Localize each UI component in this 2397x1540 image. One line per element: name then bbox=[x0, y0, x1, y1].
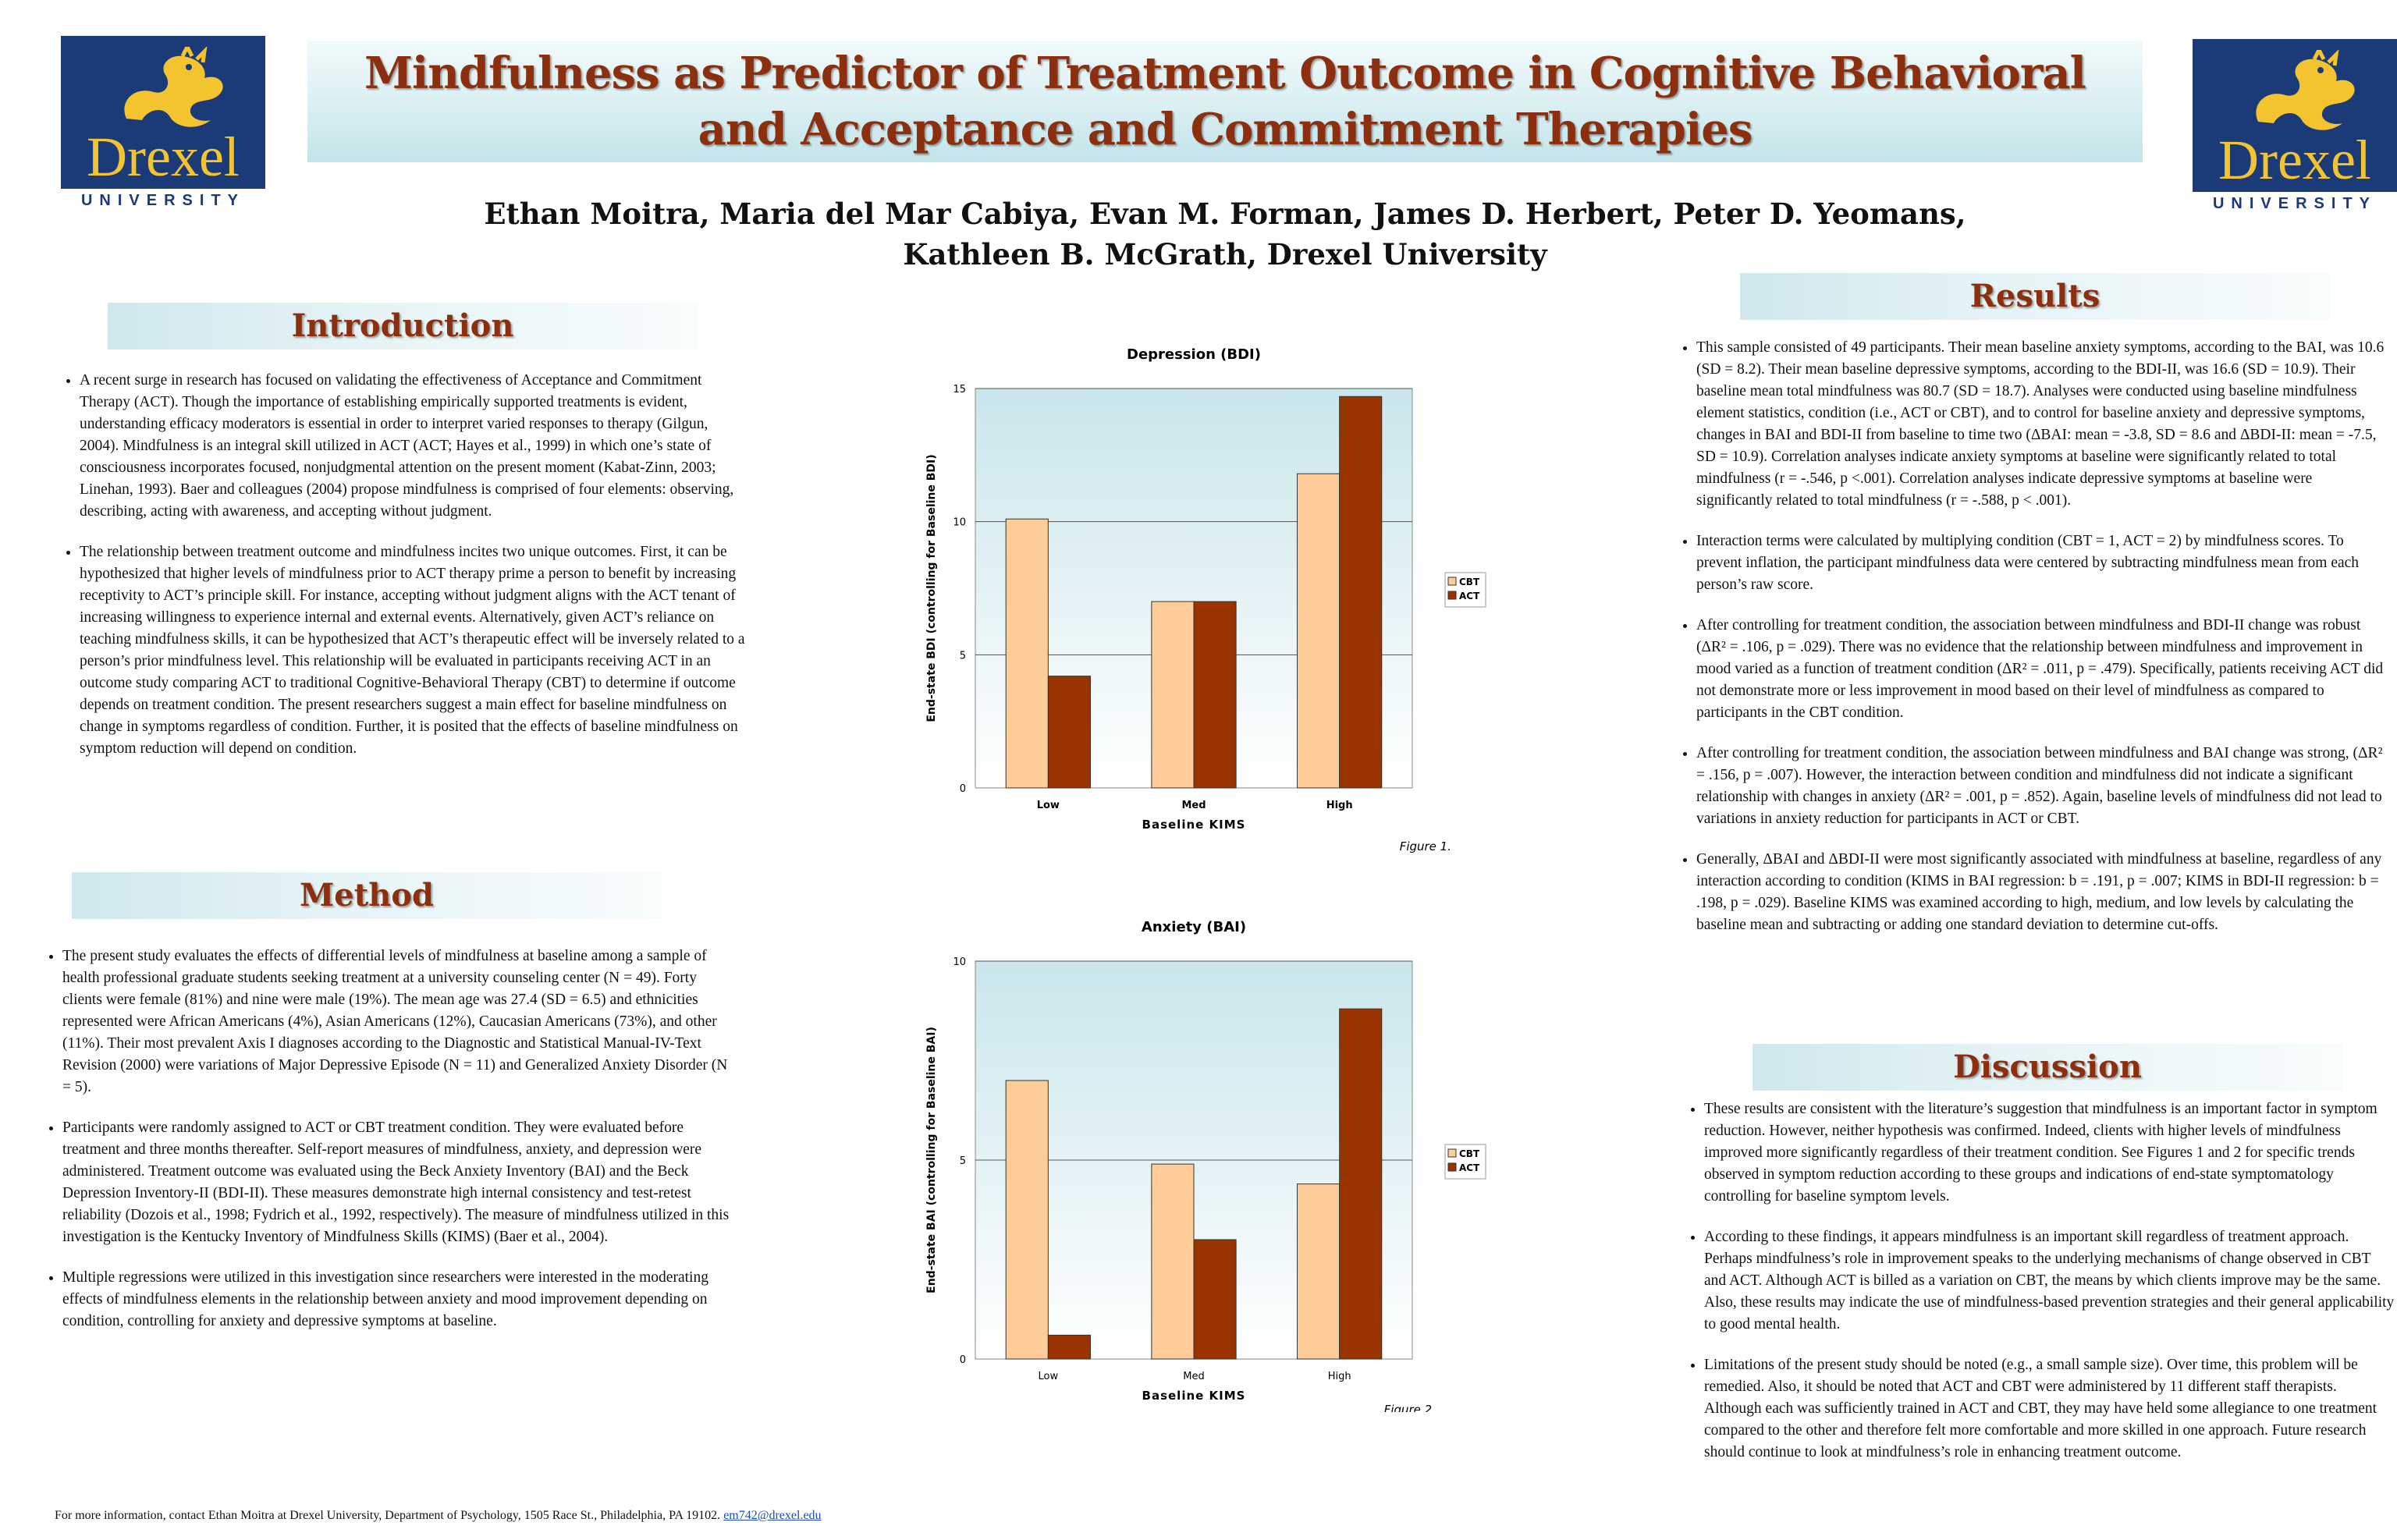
method-bullet: Multiple regressions were utilized in th… bbox=[62, 1267, 730, 1332]
results-bullet: After controlling for treatment conditio… bbox=[1696, 743, 2388, 830]
drexel-logo-left: Drexel UNIVERSITY bbox=[61, 36, 265, 217]
y-tick-label: 15 bbox=[953, 384, 966, 396]
logo-university: UNIVERSITY bbox=[80, 192, 246, 209]
x-tick-label: Low bbox=[1039, 1371, 1059, 1382]
authors-line-2: Kathleen B. McGrath, Drexel University bbox=[903, 237, 1547, 271]
figure-caption: Figure 2. bbox=[1384, 1403, 1436, 1412]
logo-university: UNIVERSITY bbox=[2212, 195, 2377, 212]
depression-bar-chart: Depression (BDI) 0 5 10 15 Low Med High Baseline… bbox=[925, 346, 1486, 853]
bar-act bbox=[1339, 396, 1383, 789]
logo-wordmark: Drexel bbox=[2218, 129, 2371, 191]
bar-act bbox=[1193, 601, 1237, 789]
footer: For more information, contact Ethan Moit… bbox=[55, 1509, 822, 1523]
discussion-bullet: Limitations of the present study should … bbox=[1704, 1354, 2395, 1464]
discussion-body: These results are consistent with the li… bbox=[1670, 1098, 2395, 1482]
x-tick-label: High bbox=[1328, 1371, 1351, 1382]
bar-act bbox=[1339, 1008, 1383, 1360]
logo-badge bbox=[61, 36, 265, 189]
discussion-bullet: These results are consistent with the li… bbox=[1704, 1098, 2395, 1208]
method-bullet: The present study evaluates the effects … bbox=[62, 946, 730, 1098]
bar-cbt bbox=[1151, 1163, 1195, 1360]
x-tick-label: Med bbox=[1183, 1371, 1204, 1382]
y-tick-label: 10 bbox=[953, 956, 966, 968]
authors-line-1: Ethan Moitra, Maria del Mar Cabiya, Evan… bbox=[484, 197, 1966, 231]
chart-title: Depression (BDI) bbox=[1127, 346, 1261, 363]
y-tick-label: 5 bbox=[960, 1155, 966, 1167]
introduction-bullet: The relationship between treatment outco… bbox=[80, 541, 748, 760]
bar-cbt bbox=[1005, 518, 1049, 789]
legend-label: ACT bbox=[1459, 591, 1480, 601]
legend-swatch bbox=[1447, 591, 1457, 600]
method-heading: Method bbox=[300, 877, 434, 914]
dragon-icon bbox=[124, 47, 223, 127]
title-banner bbox=[307, 41, 2143, 162]
bar-cbt bbox=[1297, 1183, 1341, 1360]
legend-swatch bbox=[1447, 1162, 1457, 1172]
y-tick-label: 10 bbox=[953, 517, 966, 529]
y-tick-label: 0 bbox=[960, 1354, 966, 1366]
x-axis-label: Baseline KIMS bbox=[1142, 818, 1246, 832]
poster-title-line-2: and Acceptance and Commitment Therapies bbox=[698, 104, 1753, 155]
drexel-logo-right: Drexel UNIVERSITY bbox=[2193, 39, 2397, 220]
dragon-icon bbox=[2256, 50, 2355, 130]
introduction-bullet: A recent surge in research has focused o… bbox=[80, 370, 748, 523]
anxiety-bar-chart: Anxiety (BAI) 0 5 10 Low Med High Baseline KIMS… bbox=[925, 919, 1486, 1417]
results-bullet: After controlling for treatment conditio… bbox=[1696, 615, 2388, 724]
logo-badge bbox=[2193, 39, 2397, 192]
bar-act bbox=[1047, 676, 1091, 789]
y-tick-label: 0 bbox=[960, 783, 966, 795]
x-tick-label: High bbox=[1326, 800, 1353, 811]
results-bullet: Generally, ΔBAI and ΔBDI-II were most si… bbox=[1696, 849, 2388, 936]
introduction-heading: Introduction bbox=[291, 307, 514, 344]
method-bullet: Participants were randomly assigned to A… bbox=[62, 1117, 730, 1248]
bar-cbt bbox=[1297, 473, 1341, 789]
figure-1: Depression (BDI) 0 5 10 15 Low Med High Baseline… bbox=[890, 332, 1561, 863]
legend-label: CBT bbox=[1459, 577, 1480, 587]
discussion-bullet: According to these findings, it appears … bbox=[1704, 1226, 2395, 1336]
y-tick-label: 5 bbox=[960, 650, 966, 662]
y-axis-label: End-state BDI (controlling for Baseline … bbox=[925, 454, 938, 722]
x-tick-label: Low bbox=[1037, 800, 1060, 811]
results-bullet: Interaction terms were calculated by mul… bbox=[1696, 530, 2388, 596]
discussion-header-bar bbox=[1752, 1044, 2342, 1091]
bar-act bbox=[1047, 1334, 1091, 1360]
x-tick-label: Med bbox=[1181, 800, 1206, 811]
introduction-header-bar bbox=[108, 303, 698, 350]
chart-title: Anxiety (BAI) bbox=[1142, 919, 1246, 935]
results-header-bar bbox=[1740, 273, 2330, 320]
legend-swatch bbox=[1447, 1148, 1457, 1158]
y-axis-label: End-state BAI (controlling for Baseline … bbox=[925, 1027, 938, 1293]
x-axis-label: Baseline KIMS bbox=[1142, 1389, 1246, 1403]
results-body: This sample consisted of 49 participants… bbox=[1662, 337, 2388, 955]
bar-act bbox=[1193, 1239, 1237, 1360]
footer-text: For more information, contact Ethan Moit… bbox=[55, 1509, 724, 1522]
contact-email-link[interactable]: em742@drexel.edu bbox=[723, 1509, 822, 1522]
results-bullet: This sample consisted of 49 participants… bbox=[1696, 337, 2388, 512]
poster-title-line-1: Mindfulness as Predictor of Treatment Ou… bbox=[364, 48, 2086, 99]
authors: Ethan Moitra, Maria del Mar Cabiya, Evan… bbox=[307, 193, 2143, 275]
legend-label: CBT bbox=[1459, 1148, 1480, 1159]
figure-2: Anxiety (BAI) 0 5 10 Low Med High Baseline KIMS… bbox=[890, 897, 1561, 1417]
introduction-body: A recent surge in research has focused o… bbox=[45, 370, 748, 779]
bar-cbt bbox=[1151, 601, 1195, 789]
method-body: The present study evaluates the effects … bbox=[28, 946, 730, 1351]
legend-box bbox=[1444, 572, 1486, 608]
results-heading: Results bbox=[1969, 278, 2100, 314]
poster-title: Mindfulness as Predictor of Treatment Ou… bbox=[307, 45, 2143, 158]
figure-caption: Figure 1. bbox=[1400, 839, 1451, 853]
legend-swatch bbox=[1447, 577, 1457, 586]
method-header-bar bbox=[72, 872, 662, 919]
discussion-heading: Discussion bbox=[1953, 1049, 2142, 1085]
legend-label: ACT bbox=[1459, 1162, 1480, 1173]
bar-cbt bbox=[1005, 1080, 1049, 1360]
logo-wordmark: Drexel bbox=[87, 126, 240, 188]
